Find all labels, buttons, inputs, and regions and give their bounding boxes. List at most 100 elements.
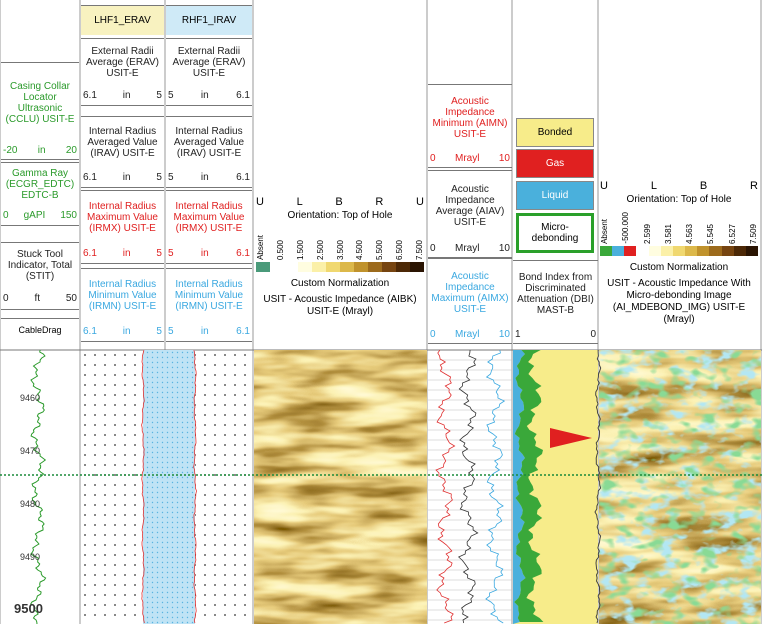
curve-label: Internal Radius Minimum Value (IRMN) USI… — [81, 268, 164, 322]
debond-overlay — [599, 350, 761, 624]
scale-label: Absent — [256, 235, 265, 260]
curve-label: Acoustic Impedance Maximum (AIMX) USIT-E — [428, 258, 512, 326]
curve-scale: 0 Mrayl 10 — [428, 326, 512, 344]
scale-max: 50 — [65, 293, 77, 304]
color-swatch — [709, 246, 722, 256]
irmx-curve — [193, 349, 197, 624]
scale-min: 5 — [168, 172, 174, 183]
scale-min: -20 — [3, 145, 18, 156]
curve-label: Gamma Ray (ECGR_EDTC) EDTC-B — [1, 162, 79, 206]
aimn-curve — [435, 349, 456, 624]
color-swatch — [396, 262, 410, 272]
curve-label: Stuck Tool Indicator, Total (STIT) — [1, 242, 79, 288]
scale-label: 5.500 — [375, 239, 385, 260]
scale-max: 10 — [498, 153, 510, 164]
track-title: LHF1_ERAV — [81, 5, 164, 35]
color-swatch — [354, 262, 368, 272]
scale-min: 6.1 — [83, 326, 97, 337]
color-swatch — [382, 262, 396, 272]
scale-unit: Mrayl — [454, 153, 480, 164]
depth-label: 9490 — [20, 552, 40, 562]
scale-max: 5 — [156, 90, 162, 101]
scale-label: 6.527 — [727, 223, 737, 244]
color-swatch — [660, 246, 673, 256]
curve-scale: 5 in 6.1 — [166, 86, 252, 106]
scale-max: 10 — [498, 243, 510, 254]
color-swatch — [340, 262, 354, 272]
scale-labels: Absent -500.000 2.599 3.581 4.563 5.545 6.527 7… — [600, 208, 758, 244]
color-swatch — [312, 262, 326, 272]
color-swatch — [745, 246, 759, 256]
scale-min: 5 — [168, 90, 174, 101]
color-swatch — [721, 246, 734, 256]
color-swatch — [672, 246, 686, 256]
depth-label: 9460 — [20, 393, 40, 403]
scale-max: 150 — [60, 210, 77, 221]
orientation-letter: U — [600, 180, 608, 192]
scale-label: 0.500 — [275, 239, 285, 260]
scale-unit: in — [122, 326, 131, 337]
color-swatch — [733, 246, 746, 256]
curve-label: Internal Radius Minimum Value (IRMN) USI… — [166, 268, 252, 322]
normalization: Custom Normalization — [629, 262, 729, 273]
scale-unit: in — [200, 172, 209, 183]
aiav-curve — [457, 349, 479, 624]
gr-curve — [30, 349, 47, 624]
depth-label: 9470 — [20, 446, 40, 456]
scale-min: 0 — [430, 153, 436, 164]
scale-unit: in — [200, 90, 209, 101]
color-swatch — [368, 262, 382, 272]
scale-max: 6.1 — [236, 172, 250, 183]
curve-scale: -20 in 20 — [1, 142, 79, 160]
cable-label: CableDrag — [1, 318, 79, 342]
curve-label: Bond Index from Discriminated Attenuatio… — [513, 260, 598, 326]
curve-scale: 0 ft 50 — [1, 288, 79, 310]
orientation-title: Orientation: Top of Hole — [626, 194, 732, 205]
scale-unit: in — [37, 145, 46, 156]
color-swatch — [410, 262, 424, 272]
scale-label: 2.500 — [315, 239, 325, 260]
scale-label: 2.599 — [642, 223, 652, 244]
scale-unit: Mrayl — [454, 243, 480, 254]
scale-label: Absent — [600, 219, 609, 244]
color-swatch — [326, 262, 340, 272]
orientation-letter: R — [750, 180, 758, 192]
image-title: USIT - Acoustic Impedance With Micro-deb… — [607, 278, 751, 325]
scale-unit: ft — [34, 293, 40, 304]
scale-unit: in — [122, 248, 131, 259]
orientation-letter: L — [650, 180, 657, 192]
legend-item: Liquid — [516, 181, 594, 210]
scale-min: 6.1 — [83, 172, 97, 183]
color-swatch — [624, 246, 637, 256]
curve-label: Acoustic Impedance Minimum (AIMN) USIT-E — [428, 84, 512, 150]
scale-unit: Mrayl — [454, 329, 480, 340]
pattern-fill — [81, 350, 143, 624]
curve-scale: 5 in 6.1 — [166, 168, 252, 188]
scale-label: -500.000 — [621, 212, 631, 244]
curve-label: Acoustic Impedance Average (AIAV) USIT-E — [428, 170, 512, 240]
scale-min: 1 — [515, 329, 521, 340]
curve-label: Internal Radius Averaged Value (IRAV) US… — [166, 116, 252, 168]
curve-scale: 0 Mrayl 10 — [428, 150, 512, 168]
curve-label: Internal Radius Averaged Value (IRAV) US… — [81, 116, 164, 168]
color-swatch — [697, 246, 710, 256]
scale-label: 7.509 — [748, 223, 758, 244]
scale-max: 6.1 — [236, 90, 250, 101]
legend-item: Micro-debonding — [516, 213, 594, 253]
scale-unit: in — [122, 90, 131, 101]
image-log — [254, 350, 427, 624]
orientation-title: Orientation: Top of Hole — [287, 210, 393, 221]
curve-scale: 5 in 6.1 — [166, 322, 252, 342]
curve-label: Internal Radius Maximum Value (IRMX) USI… — [166, 190, 252, 244]
aimx-curve — [485, 349, 506, 624]
orientation-letter: R — [375, 196, 384, 208]
liquid-fill — [513, 350, 526, 624]
curve-label: Internal Radius Maximum Value (IRMX) USI… — [81, 190, 164, 244]
scale-unit: gAPI — [23, 210, 46, 221]
color-swatch — [284, 262, 298, 272]
track-title: RHF1_IRAV — [166, 5, 252, 35]
scale-max: 5 — [156, 326, 162, 337]
pointer-arrow — [550, 428, 592, 448]
color-bar — [256, 262, 424, 272]
